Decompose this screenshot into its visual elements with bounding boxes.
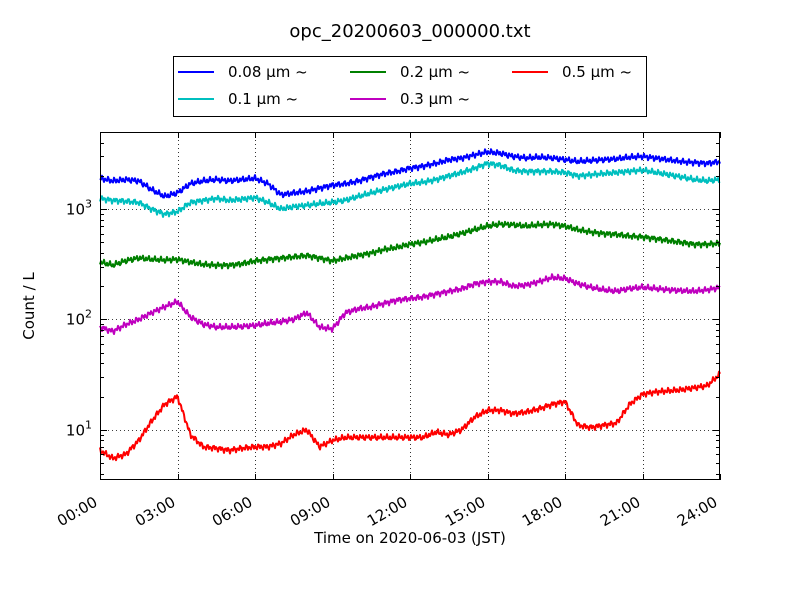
chart-title: opc_20200603_000000.txt — [289, 21, 530, 42]
legend-label: 0.5 μm ~ — [562, 63, 632, 81]
x-axis-label: Time on 2020-06-03 (JST) — [313, 529, 506, 547]
series-line — [99, 161, 721, 218]
legend-label: 0.3 μm ~ — [400, 90, 470, 108]
series-line — [99, 220, 721, 270]
series-group — [99, 148, 721, 462]
legend-label: 0.08 μm ~ — [228, 63, 308, 81]
y-axis-label: Count / L — [20, 272, 38, 340]
legend-label: 0.2 μm ~ — [400, 63, 470, 81]
legend-label: 0.1 μm ~ — [228, 90, 298, 108]
series-line — [99, 273, 721, 335]
grid — [100, 132, 720, 480]
legend-box — [173, 56, 647, 117]
legend: 0.08 μm ~ 0.1 μm ~ 0.2 μm ~ 0.3 μm ~ 0.5 μm … — [178, 63, 632, 108]
series-line — [99, 148, 721, 199]
series-line — [99, 370, 721, 462]
